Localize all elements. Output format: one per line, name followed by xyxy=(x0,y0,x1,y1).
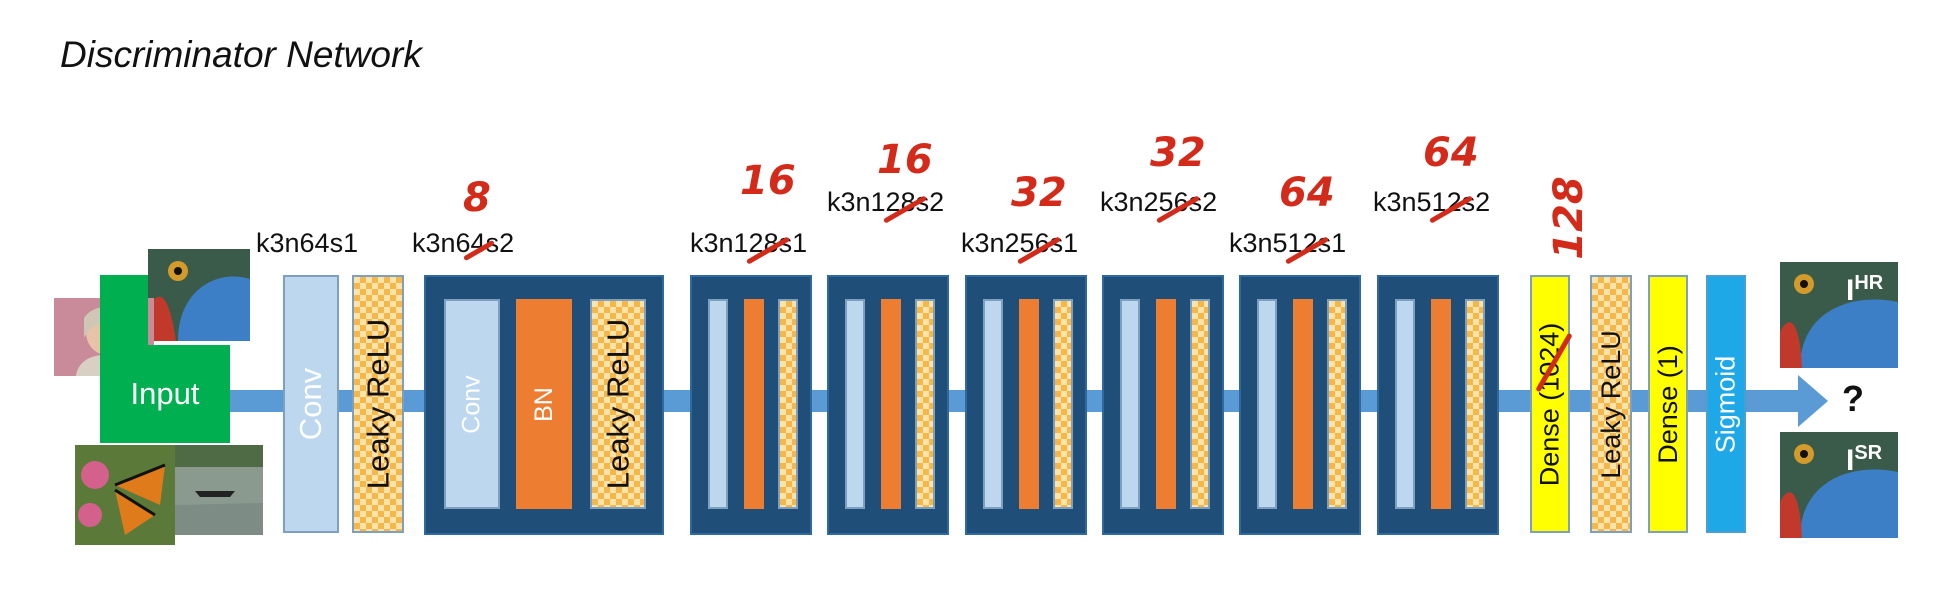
first-leaky-relu-label: Leaky ReLU xyxy=(360,318,395,490)
input-image-butterfly xyxy=(75,445,175,545)
output-sr-sup: SR xyxy=(1854,442,1883,464)
block-1-leaky-relu-label: Leaky ReLU xyxy=(600,318,635,490)
conv-block-4 xyxy=(965,275,1087,535)
input-image-boat xyxy=(175,445,263,535)
block-6-leaky-layer xyxy=(1327,299,1347,509)
output-image-sr: ISR xyxy=(1780,432,1898,538)
spec-block-2: k3n128s1 xyxy=(690,228,808,258)
correction-block-4: 32 xyxy=(1011,170,1067,216)
block-2-leaky-layer xyxy=(778,299,798,509)
output-question: ? xyxy=(1842,378,1864,419)
input-label: Input xyxy=(130,376,200,411)
block-1-conv-layer: Conv xyxy=(444,299,500,509)
block-4-bn-layer xyxy=(1019,299,1039,509)
spec-block-7: k3n512s2 xyxy=(1373,187,1491,217)
block-7-bn-layer xyxy=(1431,299,1451,509)
spec-block-4: k3n256s1 xyxy=(961,228,1079,258)
dense-1-layer: Dense (1) xyxy=(1648,275,1688,533)
page-title: Discriminator Network xyxy=(60,34,422,75)
conv-block-7 xyxy=(1377,275,1499,535)
dense-1-label: Dense (1) xyxy=(1652,344,1683,464)
correction-dense-1: 128 xyxy=(1545,176,1592,260)
first-leaky-relu-layer: Leaky ReLU xyxy=(352,275,404,533)
correction-block-5: 32 xyxy=(1150,130,1206,176)
block-6-conv-layer xyxy=(1257,299,1277,509)
output-hr-sup: HR xyxy=(1854,272,1884,294)
output-hr-symbol: I xyxy=(1846,274,1855,307)
spec-first-conv: k3n64s1 xyxy=(256,228,359,258)
input-box: Input xyxy=(100,345,230,443)
dense-1024-layer: Dense (1024) xyxy=(1530,275,1570,533)
block-5-conv-layer xyxy=(1120,299,1140,509)
block-2-conv-layer xyxy=(708,299,728,509)
sigmoid-layer: Sigmoid xyxy=(1706,275,1746,533)
block-3-conv-layer xyxy=(845,299,865,509)
conv-block-2 xyxy=(690,275,812,535)
sigmoid-label: Sigmoid xyxy=(1710,355,1741,453)
correction-block-1: 8 xyxy=(463,175,491,221)
block-3-leaky-layer xyxy=(915,299,935,509)
block-1-bn-layer: BN xyxy=(516,299,572,509)
block-5-leaky-layer xyxy=(1190,299,1210,509)
spec-block-5: k3n256s2 xyxy=(1100,187,1218,217)
conv-block-1: Conv BN Leaky ReLU xyxy=(424,275,664,535)
correction-block-3: 16 xyxy=(877,137,933,183)
input-image-baboon xyxy=(148,249,250,341)
spec-block-1: k3n64s2 xyxy=(412,228,515,258)
first-conv-label: Conv xyxy=(293,367,328,441)
conv-block-5 xyxy=(1102,275,1224,535)
block-4-conv-layer xyxy=(983,299,1003,509)
spec-block-6: k3n512s1 xyxy=(1229,228,1347,258)
output-image-hr: IHR xyxy=(1780,262,1898,368)
block-2-bn-layer xyxy=(744,299,764,509)
first-conv-layer: Conv xyxy=(283,275,339,533)
head-leaky-relu-label: Leaky ReLU xyxy=(1595,329,1626,479)
block-5-bn-layer xyxy=(1156,299,1176,509)
correction-block-2: 16 xyxy=(740,158,796,204)
output-sr-symbol: I xyxy=(1846,444,1855,477)
block-7-conv-layer xyxy=(1395,299,1415,509)
block-4-leaky-layer xyxy=(1053,299,1073,509)
block-6-bn-layer xyxy=(1293,299,1313,509)
block-7-leaky-layer xyxy=(1465,299,1485,509)
head-leaky-relu-layer: Leaky ReLU xyxy=(1590,275,1632,533)
block-1-bn-label: BN xyxy=(529,386,558,422)
block-3-bn-layer xyxy=(881,299,901,509)
spec-block-3: k3n128s2 xyxy=(827,187,945,217)
input-box-top xyxy=(100,275,148,345)
conv-block-6 xyxy=(1239,275,1361,535)
correction-block-6: 64 xyxy=(1279,170,1335,216)
block-1-leaky-relu-layer: Leaky ReLU xyxy=(590,299,646,509)
correction-block-7: 64 xyxy=(1423,130,1479,176)
block-1-conv-label: Conv xyxy=(457,374,486,434)
conv-block-3 xyxy=(827,275,949,535)
